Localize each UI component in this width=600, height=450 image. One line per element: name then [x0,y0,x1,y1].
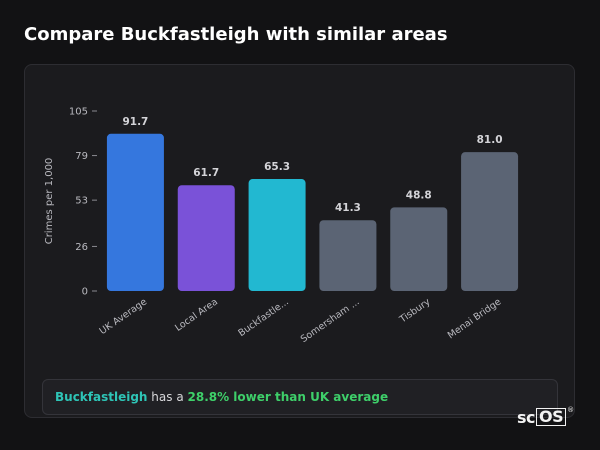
chart-card: Crimes per 1,000 0 26 53 79 105 91.7 UK Average… [24,64,575,418]
bar [106,133,164,291]
x-tick-label: Local Area [173,296,220,333]
bar-value-label: 48.8 [406,189,432,201]
y-tick-label: 105 [69,107,88,118]
scos-logo: sc OS ® [517,406,574,427]
logo-boxed: OS [536,408,567,426]
y-axis-label: Crimes per 1,000 [44,158,55,245]
x-tick-label: Menai Bridge [446,296,504,341]
bar [248,179,306,291]
bar-value-label: 41.3 [335,202,361,214]
summary-place: Buckfastleigh [55,390,148,404]
bar-chart: Crimes per 1,000 0 26 53 79 105 91.7 UK Average… [44,107,519,345]
bar-value-label: 61.7 [193,167,219,179]
x-tick-label: Buckfastle... [236,296,290,339]
x-tick-label: Tisbury [397,296,433,326]
y-tick-label: 26 [75,242,88,253]
summary-connector: has a [147,390,188,404]
bar-value-label: 65.3 [264,161,290,173]
y-tick-label: 79 [75,151,88,162]
x-tick-label: UK Average [98,296,150,337]
bar-value-label: 91.7 [122,116,148,128]
bar [177,185,235,291]
bar [390,207,448,291]
logo-prefix: sc [517,408,536,427]
summary-difference: 28.8% lower than UK average [187,390,389,404]
bar-value-label: 81.0 [477,134,503,146]
y-tick-label: 0 [82,287,88,298]
bar [319,220,377,291]
comparison-summary: Buckfastleigh has a 28.8% lower than UK … [42,379,558,415]
page-title: Compare Buckfastleigh with similar areas [24,24,448,45]
bar [461,152,519,291]
x-tick-label: Somersham ... [299,296,362,345]
logo-registered-mark: ® [567,406,574,414]
y-tick-label: 53 [75,196,88,207]
